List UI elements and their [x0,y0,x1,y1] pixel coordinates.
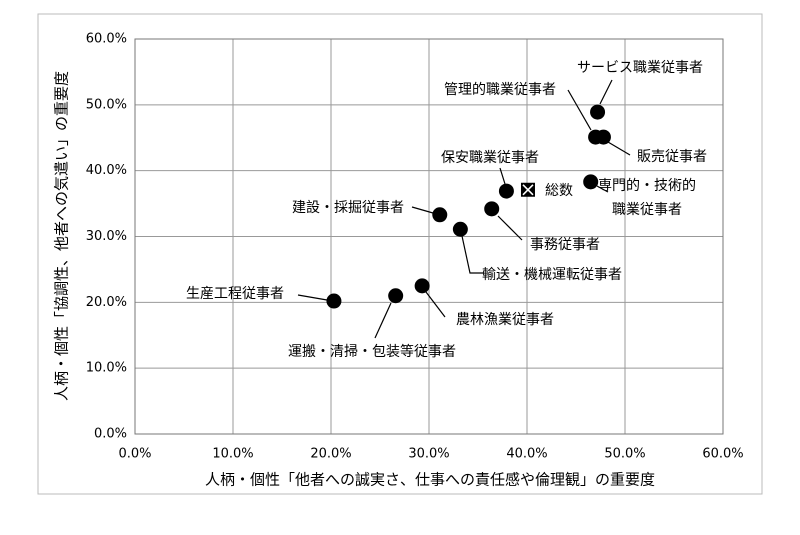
x-tick-label: 20.0% [310,447,351,462]
x-tick-label: 0.0% [118,447,151,462]
point [452,221,468,237]
point-label: 専門的・技術的 [598,178,696,194]
point [498,183,514,199]
point-label: 管理的職業従事者 [444,82,556,98]
y-tick-label: 0.0% [94,427,127,442]
point-label: 総数 [545,183,573,199]
plot-border [134,38,724,435]
point-label: 生産工程従事者 [186,286,284,302]
y-tick-label: 40.0% [86,163,127,178]
y-tick-label: 50.0% [86,97,127,112]
leader-line [411,206,434,214]
point [388,288,404,304]
point-cross [522,184,534,196]
x-tick-label: 40.0% [506,447,547,462]
point-label: 事務従事者 [530,237,600,253]
y-tick-label: 60.0% [86,32,127,47]
x-tick-label: 10.0% [212,447,253,462]
y-tick-label: 10.0% [86,361,127,376]
point-label: 職業従事者 [612,202,682,218]
point-label: 販売従事者 [637,149,707,165]
leader-line [499,167,506,185]
y-tick-label: 30.0% [86,229,127,244]
point [583,174,599,190]
leader-line [596,185,609,193]
point-label: 保安職業従事者 [441,150,539,166]
point-label: サービス職業従事者 [577,60,703,76]
x-tick-label: 60.0% [702,447,743,462]
point-label: 輸送・機械運転従事者 [482,267,622,283]
y-axis-title: 人柄・個性「協調性、他者への気遣い」の重要度 [53,71,71,401]
point-label: 建設・採掘従事者 [292,200,404,216]
point [432,207,448,223]
x-tick-label: 30.0% [408,447,449,462]
chart-frame [37,13,763,495]
leader-line [425,291,446,318]
point [590,104,606,120]
point [484,201,500,217]
leader-line [599,79,613,105]
point [414,278,430,294]
leader-line [567,89,592,131]
leader-line [497,215,523,241]
leader-line [374,302,392,339]
point-label: 運搬・清掃・包装等従事者 [288,343,456,360]
x-tick-label: 50.0% [604,447,645,462]
leader-line [607,141,631,156]
point [326,293,342,309]
point-label: 農林漁業従事者 [456,312,554,328]
y-tick-label: 20.0% [86,295,127,310]
leader-line [461,235,484,274]
leader-line [297,294,328,301]
point [595,129,611,145]
x-axis-title: 人柄・個性「他者への誠実さ、仕事への責任感や倫理観」の重要度 [205,471,655,489]
